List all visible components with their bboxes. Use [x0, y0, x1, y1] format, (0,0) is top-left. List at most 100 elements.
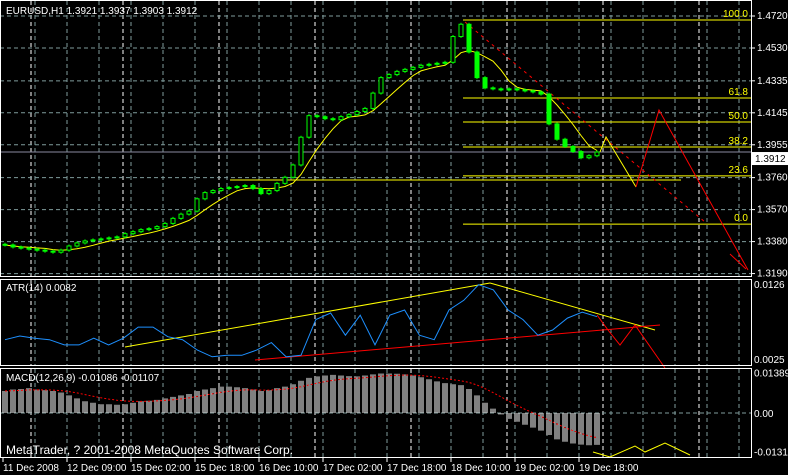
atr-tick-label: 0.0126 [754, 280, 785, 291]
candle-body [186, 210, 192, 215]
time-axis-label: 15 Dec 02:00 [131, 463, 191, 474]
candles [2, 22, 600, 254]
candle-body [18, 246, 24, 249]
candle-body [530, 90, 536, 93]
candle-body [218, 188, 224, 192]
macd-signal-line [4, 374, 598, 439]
candle-body [402, 68, 408, 72]
time-axis-label: 19 Dec 02:00 [515, 463, 575, 474]
candle-body [410, 66, 416, 70]
atr-trendline-up [124, 282, 491, 348]
candle-body [490, 87, 496, 90]
candle-body [354, 110, 360, 116]
macd-pane-border [0, 368, 752, 458]
main-pane-border [0, 0, 752, 277]
price-tick-label: 1.3570 [757, 205, 788, 216]
price-tick-label: 1.3955 [757, 140, 788, 151]
candle-body [346, 114, 352, 118]
candle-body [42, 249, 48, 252]
candle-body [522, 89, 528, 92]
candle-body [394, 70, 400, 76]
candle-body [314, 115, 320, 118]
time-axis-label: 16 Dec 10:00 [259, 463, 319, 474]
candle-body [586, 155, 592, 159]
candle-body [450, 36, 456, 63]
projection-dashed-line [464, 21, 706, 223]
zigzag-yellow [599, 135, 637, 188]
candle-body [466, 23, 472, 53]
candle-body [570, 145, 576, 153]
candle-body [138, 229, 144, 233]
candle-body [338, 116, 344, 121]
candle-body [50, 250, 56, 253]
price-tick-label: 1.4720 [757, 11, 788, 22]
current-price-box [752, 152, 788, 166]
candle-body [242, 185, 248, 188]
candle-body [74, 242, 80, 247]
candle-body [298, 136, 304, 166]
price-tick-label: 1.3190 [757, 269, 788, 280]
time-axis-label: 11 Dec 2008 [3, 463, 59, 474]
atr-tick-label: 0.0025 [754, 355, 785, 366]
candle-body [178, 213, 184, 219]
candle-body [10, 244, 16, 248]
fibonacci-label: 100.0 [723, 9, 748, 20]
candle-body [202, 192, 208, 200]
price-tick-label: 1.4145 [757, 108, 788, 119]
projection-zigzag [635, 108, 749, 271]
candle-body [594, 151, 600, 157]
candle-body [322, 116, 328, 120]
atr-title: ATR(14) 0.0082 [6, 283, 77, 294]
candle-body [282, 176, 288, 184]
atr-line-path [4, 284, 598, 358]
candle-body [442, 61, 448, 64]
candle-body [106, 237, 112, 240]
candle-body [434, 62, 440, 65]
candle-body [562, 138, 568, 147]
candle-body [122, 233, 128, 238]
candle-body [474, 51, 480, 79]
candle-body [554, 123, 560, 140]
fibonacci-label: 50.0 [729, 111, 749, 122]
time-axis-label: 12 Dec 09:00 [67, 463, 127, 474]
candle-body [370, 92, 376, 109]
candle-body [306, 115, 312, 138]
symbol-info: EURUSD,H1 1.3921 1.3937 1.3903 1.3912 [6, 6, 198, 17]
candle-body [26, 247, 32, 250]
candle-body [506, 88, 512, 91]
candle-body [458, 23, 464, 38]
candle-body [114, 236, 120, 239]
candle-body [2, 243, 8, 246]
price-tick-label: 1.4335 [757, 76, 788, 87]
candle-body [226, 187, 232, 190]
atr-projection [596, 314, 666, 369]
candle-body [162, 222, 168, 228]
macd-projection [592, 442, 691, 458]
candle-body [378, 77, 384, 94]
time-axis-label: 19 Dec 18:00 [579, 463, 639, 474]
fibonacci-label: 61.8 [729, 87, 749, 98]
candle-body [538, 91, 544, 95]
candle-body [58, 249, 64, 253]
candle-body [274, 182, 280, 192]
candle-body [250, 185, 256, 190]
macd-tick-label: 0.01389 [754, 368, 788, 379]
copyright: MetaTrader, ? 2001-2008 MetaQuotes Softw… [6, 443, 293, 457]
drawing-objects[interactable]: 100.0 61.8 50.0 38.2 23.6 0.0 [124, 9, 751, 458]
candle-body [146, 228, 152, 231]
candle-body [82, 240, 88, 244]
price-axes: 1.4720 1.4530 1.4335 1.4145 1.3955 1.3760 1.35… [2, 11, 788, 474]
current-price-label: 1.3912 [755, 154, 786, 165]
candle-body [130, 231, 136, 235]
moving-average-line [4, 49, 598, 251]
moving-average [4, 49, 598, 251]
candle-body [258, 188, 264, 195]
time-axis-label: 17 Dec 02:00 [323, 463, 383, 474]
candle-body [330, 118, 336, 121]
macd-histogram [2, 373, 600, 446]
time-axis-label: 18 Dec 10:00 [451, 463, 511, 474]
price-tick-label: 1.3760 [757, 173, 788, 184]
fibonacci-label: 0.0 [734, 213, 748, 224]
candle-body [234, 186, 240, 189]
